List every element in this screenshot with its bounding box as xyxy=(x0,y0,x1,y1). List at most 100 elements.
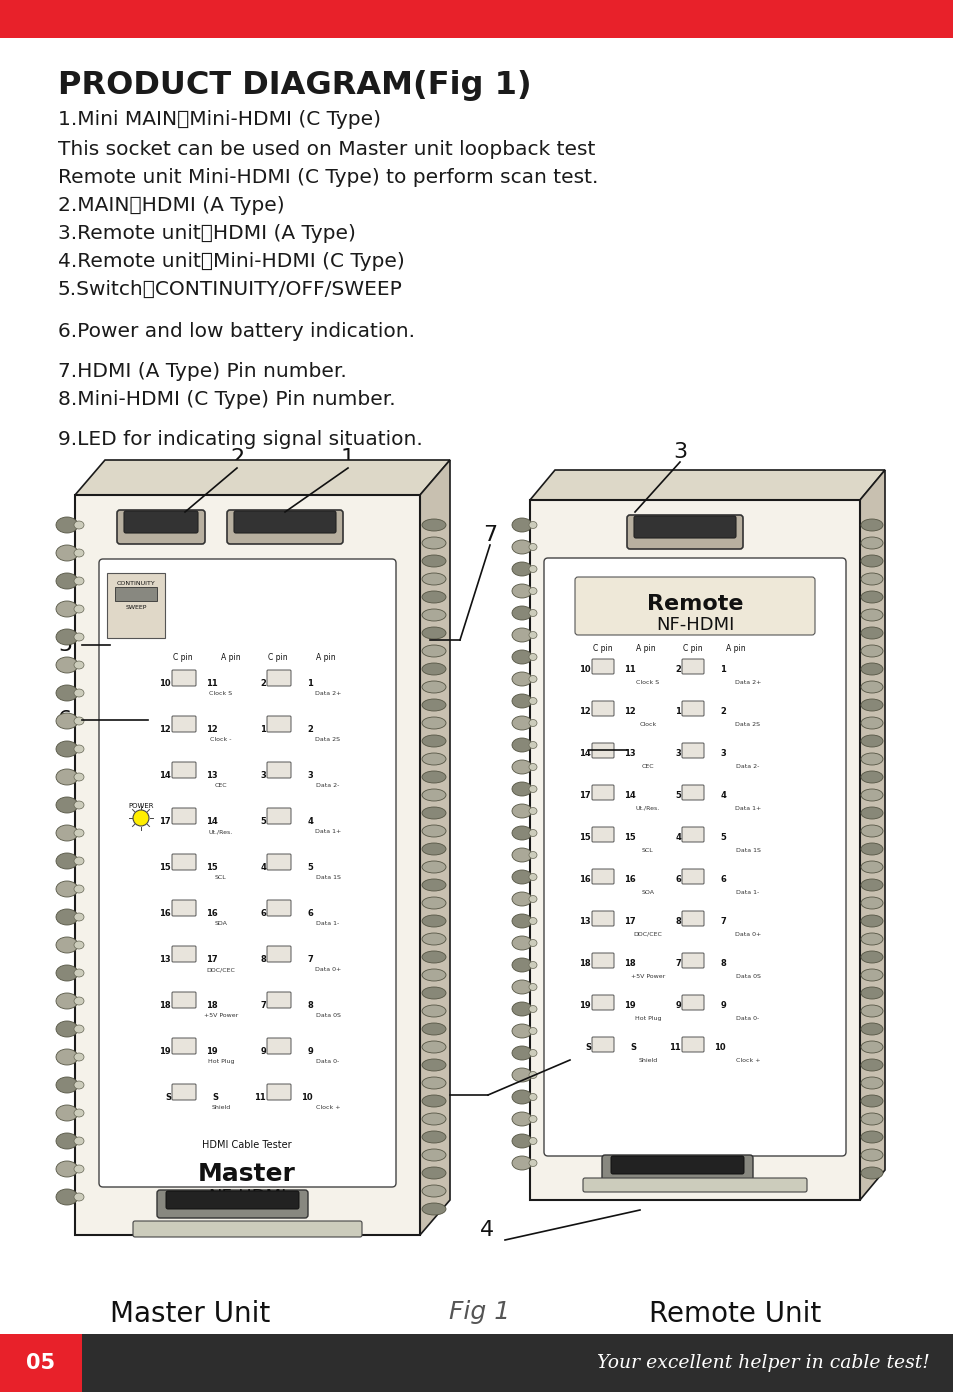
Text: Hot Plug: Hot Plug xyxy=(208,1059,234,1063)
Text: NF-HDMI: NF-HDMI xyxy=(208,1187,286,1205)
Ellipse shape xyxy=(512,805,532,818)
Ellipse shape xyxy=(421,1005,446,1018)
Text: 14: 14 xyxy=(578,749,590,759)
Text: 10: 10 xyxy=(301,1093,313,1101)
Ellipse shape xyxy=(512,915,532,928)
Text: 8: 8 xyxy=(307,1001,313,1009)
Ellipse shape xyxy=(74,548,84,557)
Ellipse shape xyxy=(529,830,537,837)
Ellipse shape xyxy=(529,1160,537,1166)
Text: SDA: SDA xyxy=(214,922,227,926)
Ellipse shape xyxy=(421,1041,446,1052)
Ellipse shape xyxy=(421,735,446,748)
Ellipse shape xyxy=(512,1090,532,1104)
Text: 1: 1 xyxy=(340,448,355,468)
Text: 18: 18 xyxy=(578,959,590,969)
Ellipse shape xyxy=(421,592,446,603)
Text: 3: 3 xyxy=(720,749,725,759)
Text: This socket can be used on Master unit loopback test: This socket can be used on Master unit l… xyxy=(58,141,595,159)
Text: 3: 3 xyxy=(672,443,686,462)
Ellipse shape xyxy=(529,653,537,660)
Text: 5: 5 xyxy=(260,817,266,825)
Text: 1: 1 xyxy=(720,665,725,675)
Text: Data 0-: Data 0- xyxy=(316,1059,339,1063)
FancyBboxPatch shape xyxy=(117,509,205,544)
FancyBboxPatch shape xyxy=(592,954,614,967)
Text: Master: Master xyxy=(198,1162,295,1186)
FancyBboxPatch shape xyxy=(601,1155,752,1183)
Ellipse shape xyxy=(74,521,84,529)
FancyBboxPatch shape xyxy=(592,827,614,842)
Text: 3: 3 xyxy=(260,771,266,780)
Text: 6: 6 xyxy=(675,876,680,884)
Ellipse shape xyxy=(512,695,532,709)
Ellipse shape xyxy=(421,1185,446,1197)
Ellipse shape xyxy=(512,760,532,774)
Text: DDC/CEC: DDC/CEC xyxy=(633,933,661,937)
Ellipse shape xyxy=(56,657,78,672)
Text: C pin: C pin xyxy=(593,644,612,653)
Text: +5V Power: +5V Power xyxy=(204,1013,238,1018)
Ellipse shape xyxy=(56,798,78,813)
Ellipse shape xyxy=(74,1082,84,1089)
Text: Clock -: Clock - xyxy=(210,736,232,742)
Ellipse shape xyxy=(421,1114,446,1125)
Ellipse shape xyxy=(861,1059,882,1070)
Text: 13: 13 xyxy=(623,749,636,759)
Ellipse shape xyxy=(512,870,532,884)
FancyBboxPatch shape xyxy=(681,827,703,842)
Ellipse shape xyxy=(529,697,537,704)
Text: Data 1+: Data 1+ xyxy=(734,806,760,812)
Ellipse shape xyxy=(529,1027,537,1034)
Ellipse shape xyxy=(529,984,537,991)
Ellipse shape xyxy=(861,519,882,530)
Ellipse shape xyxy=(861,969,882,981)
Ellipse shape xyxy=(421,915,446,927)
Text: 7.HDMI (A Type) Pin number.: 7.HDMI (A Type) Pin number. xyxy=(58,362,346,381)
Text: 13: 13 xyxy=(159,955,171,963)
Ellipse shape xyxy=(861,771,882,782)
Text: Shield: Shield xyxy=(212,1105,231,1109)
Ellipse shape xyxy=(861,663,882,675)
Ellipse shape xyxy=(861,951,882,963)
Ellipse shape xyxy=(56,1050,78,1065)
Text: Clock: Clock xyxy=(639,722,656,727)
Ellipse shape xyxy=(421,681,446,693)
Text: SWEEP: SWEEP xyxy=(125,606,147,610)
Ellipse shape xyxy=(861,878,882,891)
Ellipse shape xyxy=(529,962,537,969)
Text: Data 1S: Data 1S xyxy=(315,876,340,880)
FancyBboxPatch shape xyxy=(99,560,395,1187)
Text: 2: 2 xyxy=(230,448,244,468)
Text: Data 2-: Data 2- xyxy=(736,764,759,768)
Ellipse shape xyxy=(74,857,84,864)
Ellipse shape xyxy=(56,909,78,926)
Text: 17: 17 xyxy=(623,917,636,927)
Bar xyxy=(115,587,157,601)
Ellipse shape xyxy=(512,1134,532,1148)
Ellipse shape xyxy=(529,1072,537,1079)
Ellipse shape xyxy=(74,1025,84,1033)
FancyBboxPatch shape xyxy=(681,785,703,800)
Text: 16: 16 xyxy=(206,909,218,917)
Text: 9: 9 xyxy=(720,1001,725,1011)
Ellipse shape xyxy=(861,1114,882,1125)
Ellipse shape xyxy=(421,519,446,530)
Bar xyxy=(530,500,859,1200)
Ellipse shape xyxy=(861,626,882,639)
Ellipse shape xyxy=(56,1133,78,1148)
Ellipse shape xyxy=(512,672,532,686)
Ellipse shape xyxy=(421,699,446,711)
Ellipse shape xyxy=(512,585,532,599)
Text: Data 2+: Data 2+ xyxy=(314,690,341,696)
FancyBboxPatch shape xyxy=(267,670,291,686)
Text: 14: 14 xyxy=(159,771,171,780)
Ellipse shape xyxy=(74,941,84,949)
Ellipse shape xyxy=(421,771,446,782)
Text: OFF: OFF xyxy=(130,593,142,599)
Ellipse shape xyxy=(861,844,882,855)
Ellipse shape xyxy=(861,644,882,657)
Ellipse shape xyxy=(74,913,84,922)
Text: 1.Mini MAIN；Mini-HDMI (C Type): 1.Mini MAIN；Mini-HDMI (C Type) xyxy=(58,110,380,129)
Text: NF-HDMI: NF-HDMI xyxy=(655,617,734,633)
